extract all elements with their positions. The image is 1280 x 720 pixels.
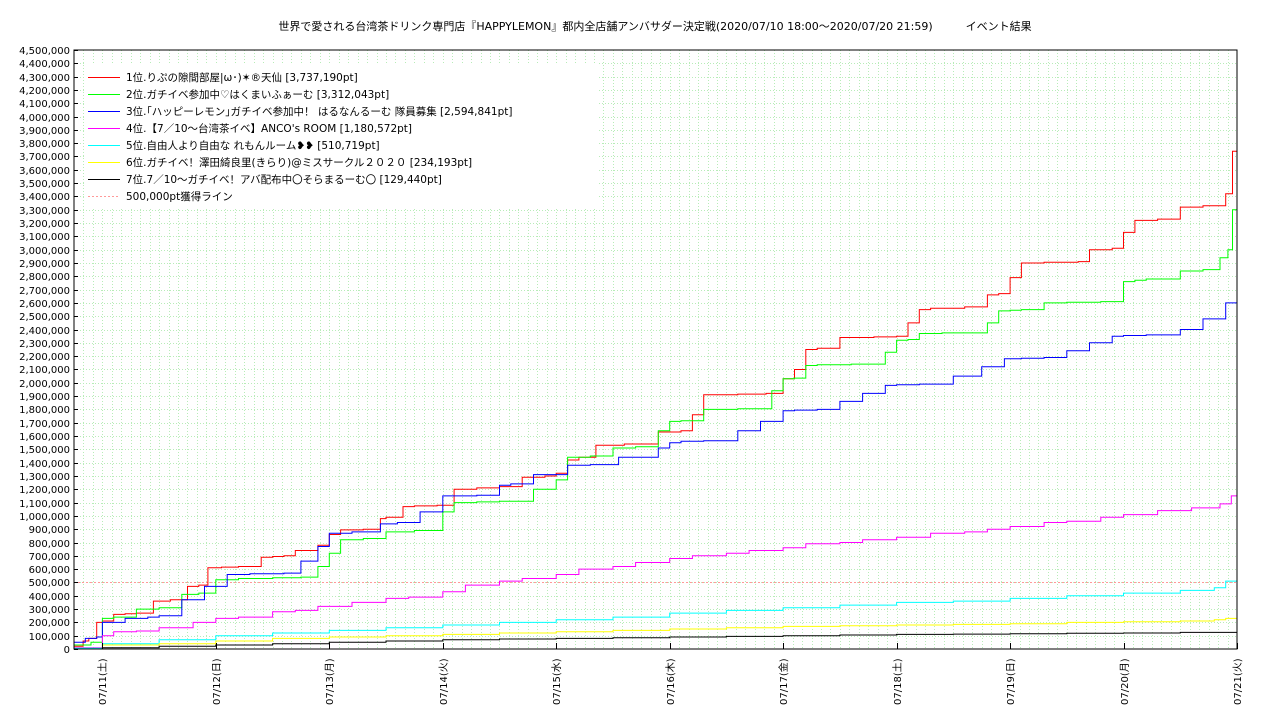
series-line-7 bbox=[74, 631, 1238, 650]
x-tick-label: 07/19(日) bbox=[1006, 658, 1017, 705]
y-tick-label: 4,400,000 bbox=[19, 59, 70, 70]
y-tick-label: 1,100,000 bbox=[19, 499, 70, 510]
y-tick-label: 1,900,000 bbox=[19, 392, 70, 403]
y-tick-label: 3,100,000 bbox=[19, 232, 70, 243]
x-tick-label: 07/12(日) bbox=[212, 658, 223, 705]
series-line-6 bbox=[74, 617, 1238, 650]
y-tick-label: 2,400,000 bbox=[19, 326, 70, 337]
series-line-4 bbox=[74, 491, 1238, 649]
x-tick-label: 07/20(月) bbox=[1119, 658, 1131, 705]
x-tick-label: 07/15(水) bbox=[551, 658, 563, 705]
legend-label: 2位.ガチイベ参加中♡はくまいふぁーむ [3,312,043pt] bbox=[126, 88, 389, 101]
y-tick-label: 300,000 bbox=[29, 605, 70, 616]
x-tick-label: 07/13(月) bbox=[324, 658, 336, 705]
y-tick-label: 3,600,000 bbox=[19, 166, 70, 177]
y-tick-label: 4,300,000 bbox=[19, 73, 70, 84]
y-tick-label: 3,900,000 bbox=[19, 126, 70, 137]
y-tick-label: 2,600,000 bbox=[19, 299, 70, 310]
y-tick-label: 1,600,000 bbox=[19, 432, 70, 443]
y-tick-label: 2,500,000 bbox=[19, 312, 70, 323]
y-tick-label: 2,200,000 bbox=[19, 352, 70, 363]
y-tick-label: 700,000 bbox=[29, 552, 70, 563]
y-tick-label: 2,300,000 bbox=[19, 339, 70, 350]
y-tick-label: 4,100,000 bbox=[19, 99, 70, 110]
x-tick-label: 07/21(火) bbox=[1232, 658, 1244, 705]
y-tick-label: 3,200,000 bbox=[19, 219, 70, 230]
y-tick-label: 3,300,000 bbox=[19, 206, 70, 217]
legend-label: 500,000pt獲得ライン bbox=[126, 190, 233, 203]
y-tick-label: 200,000 bbox=[29, 618, 70, 629]
y-tick-label: 3,000,000 bbox=[19, 246, 70, 257]
y-tick-label: 1,700,000 bbox=[19, 419, 70, 430]
y-tick-label: 0 bbox=[64, 645, 70, 656]
x-tick-label: 07/17(金) bbox=[777, 658, 790, 705]
y-tick-label: 1,200,000 bbox=[19, 485, 70, 496]
legend-label: 3位.｢ハッピーレモン｣ガチイベ参加中！ はるなんるーむ 隊員募集 [2,594… bbox=[126, 105, 512, 118]
x-tick-label: 07/11(土) bbox=[96, 658, 109, 705]
series-lines bbox=[74, 150, 1238, 650]
y-tick-label: 3,500,000 bbox=[19, 179, 70, 190]
chart-title: 世界で愛される台湾茶ドリンク専門店『HAPPYLEMON』都内全店舗アンバサダー… bbox=[278, 19, 1031, 33]
y-tick-label: 4,000,000 bbox=[19, 113, 70, 124]
y-tick-label: 500,000 bbox=[29, 578, 70, 589]
y-tick-label: 2,100,000 bbox=[19, 365, 70, 376]
x-tick-label: 07/16(木) bbox=[665, 658, 677, 705]
y-tick-label: 3,400,000 bbox=[19, 192, 70, 203]
y-tick-label: 3,800,000 bbox=[19, 139, 70, 150]
legend-label: 7位.7／10～ガチイベ！アバ配布中〇そらまるーむ〇 [129,440pt] bbox=[126, 173, 442, 186]
y-tick-label: 2,700,000 bbox=[19, 286, 70, 297]
y-tick-label: 4,500,000 bbox=[19, 46, 70, 57]
legend: 1位.りぷの隙間部屋|ω･)✶®天仙 [3,737,190pt] 2位.ガチイベ参… bbox=[84, 63, 598, 209]
y-tick-label: 2,800,000 bbox=[19, 272, 70, 283]
legend-label: 1位.りぷの隙間部屋|ω･)✶®天仙 [3,737,190pt] bbox=[126, 71, 358, 84]
y-tick-label: 100,000 bbox=[29, 632, 70, 643]
y-tick-label: 900,000 bbox=[29, 525, 70, 536]
y-tick-label: 2,900,000 bbox=[19, 259, 70, 270]
legend-label: 5位.自由人より自由な れもんルーム❥❥ [510,719pt] bbox=[126, 139, 380, 152]
legend-label: 4位.【7／10～台湾茶イベ】ANCO's ROOM [1,180,572pt] bbox=[126, 122, 412, 135]
series-line-2 bbox=[74, 208, 1238, 646]
y-tick-label: 400,000 bbox=[29, 592, 70, 603]
y-tick-label: 1,500,000 bbox=[19, 445, 70, 456]
plot-frame bbox=[73, 49, 1238, 650]
y-tick-label: 3,700,000 bbox=[19, 152, 70, 163]
y-tick-label: 600,000 bbox=[29, 565, 70, 576]
y-tick-label: 800,000 bbox=[29, 539, 70, 550]
series-line-3 bbox=[74, 302, 1238, 643]
y-tick-label: 1,000,000 bbox=[19, 512, 70, 523]
legend-box bbox=[84, 63, 598, 209]
y-tick-label: 2,000,000 bbox=[19, 379, 70, 390]
series-line-5 bbox=[74, 580, 1238, 649]
y-axis-ticks: 0 100,000 200,000 300,000 400,000 500,000 600,… bbox=[19, 46, 78, 656]
y-tick-label: 1,300,000 bbox=[19, 472, 70, 483]
y-tick-label: 1,400,000 bbox=[19, 459, 70, 470]
x-tick-label: 07/14(火) bbox=[438, 658, 450, 705]
y-tick-label: 1,800,000 bbox=[19, 405, 70, 416]
series-line-1 bbox=[74, 150, 1238, 647]
x-tick-label: 07/18(土) bbox=[891, 658, 904, 705]
x-axis-ticks: 07/11(土) 07/12(日) 07/13(月) 07/14(火) 07/15(水)… bbox=[96, 643, 1244, 705]
y-tick-label: 4,200,000 bbox=[19, 86, 70, 97]
legend-label: 6位.ガチイベ！澤田綺良里(きらり)@ミスサークル２０２０ [234,193pt… bbox=[126, 156, 472, 169]
